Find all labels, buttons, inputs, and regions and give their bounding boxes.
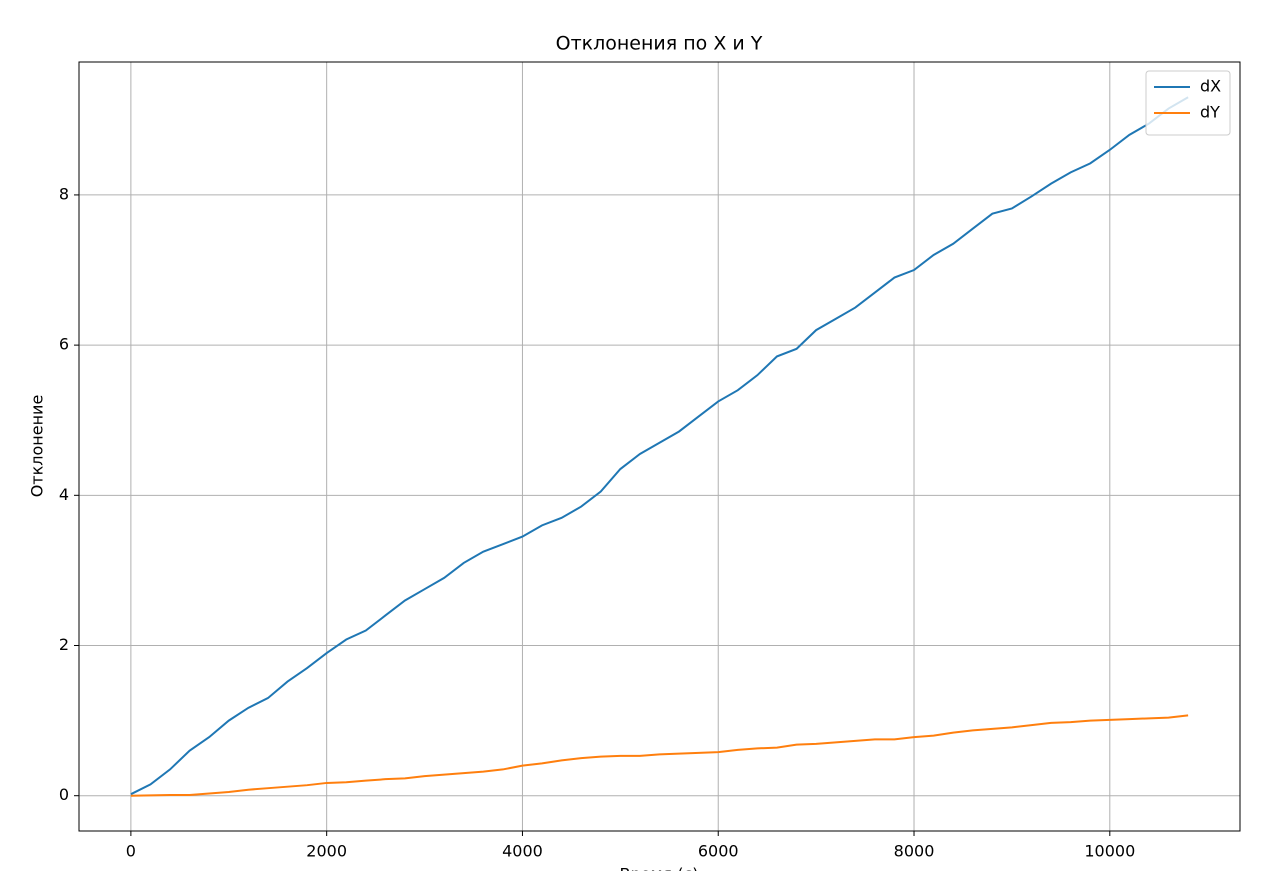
y-tick-label: 4 <box>59 485 69 504</box>
y-axis-label: Отклонение <box>28 395 47 498</box>
legend-label: dY <box>1200 103 1220 122</box>
x-tick-label: 6000 <box>698 842 739 861</box>
x-tick-label: 8000 <box>894 842 935 861</box>
series-line <box>130 714 1189 797</box>
y-tick-label: 8 <box>59 184 69 203</box>
plot-frame <box>78 61 1241 832</box>
x-tick-label: 0 <box>126 842 136 861</box>
series-line <box>130 96 1189 796</box>
x-tick-label: 2000 <box>306 842 347 861</box>
legend-label: dX <box>1200 77 1221 96</box>
y-tick-label: 2 <box>59 635 69 654</box>
x-axis-label: Время (с) <box>619 865 698 872</box>
y-tick-label: 0 <box>59 785 69 804</box>
x-tick-label: 4000 <box>502 842 543 861</box>
chart-title: Отклонения по X и Y <box>556 33 763 55</box>
y-tick-label: 6 <box>59 335 69 354</box>
x-tick-label: 10000 <box>1084 842 1135 861</box>
